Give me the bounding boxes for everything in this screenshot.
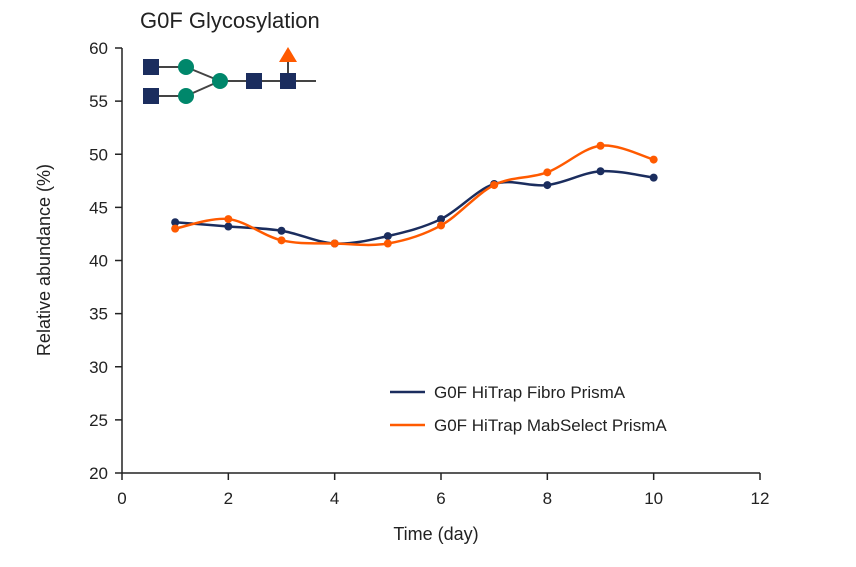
x-tick-label: 4 <box>330 489 339 508</box>
glcnac-square-icon <box>280 73 296 89</box>
data-point <box>543 181 552 190</box>
y-tick-label: 60 <box>89 39 108 58</box>
glycan-structure-icon <box>143 47 316 104</box>
y-tick-label: 40 <box>89 252 108 271</box>
legend: G0F HiTrap Fibro PrismA G0F HiTrap MabSel… <box>390 383 667 435</box>
x-axis-label: Time (day) <box>393 524 478 544</box>
data-point <box>437 221 445 230</box>
data-point <box>224 222 233 231</box>
data-point <box>277 236 286 245</box>
y-tick-label: 55 <box>89 92 108 111</box>
glcnac-square-icon <box>143 88 159 104</box>
data-point <box>330 239 339 248</box>
data-point <box>649 155 658 164</box>
y-tick-label: 35 <box>89 305 108 324</box>
glcnac-square-icon <box>246 73 262 89</box>
data-point <box>277 226 286 235</box>
plot-area <box>171 141 658 248</box>
fucose-triangle-icon <box>279 47 297 62</box>
x-tick-label: 0 <box>117 489 126 508</box>
x-tick-label: 6 <box>436 489 445 508</box>
glcnac-square-icon <box>143 59 159 75</box>
data-point <box>171 218 180 227</box>
y-tick-label: 20 <box>89 464 108 483</box>
mannose-circle-icon <box>178 88 194 104</box>
y-axis-label: Relative abundance (%) <box>34 164 54 356</box>
series-line-1 <box>175 169 654 245</box>
chart-title: G0F Glycosylation <box>140 8 320 33</box>
x-tick-label: 8 <box>543 489 552 508</box>
legend-label: G0F HiTrap Fibro PrismA <box>434 383 626 402</box>
data-point <box>596 167 605 176</box>
y-tick-label: 30 <box>89 358 108 377</box>
y-tick-label: 45 <box>89 198 108 217</box>
data-point <box>224 215 233 224</box>
data-point <box>171 224 180 233</box>
data-point <box>596 141 605 150</box>
data-point <box>383 232 392 241</box>
mannose-circle-icon <box>178 59 194 75</box>
mannose-circle-icon <box>212 73 228 89</box>
series-line-2 <box>174 144 655 247</box>
x-tick-label: 12 <box>751 489 770 508</box>
axes: 20 25 30 35 40 45 50 55 60 0 2 4 6 8 10 12 <box>89 39 769 508</box>
data-point <box>383 239 392 248</box>
x-tick-label: 10 <box>644 489 663 508</box>
data-point <box>490 181 499 190</box>
data-point <box>649 173 658 182</box>
legend-label: G0F HiTrap MabSelect PrismA <box>434 416 667 435</box>
y-tick-label: 50 <box>89 145 108 164</box>
data-point <box>543 168 552 177</box>
x-tick-label: 2 <box>224 489 233 508</box>
y-tick-label: 25 <box>89 411 108 430</box>
data-point <box>437 215 445 224</box>
